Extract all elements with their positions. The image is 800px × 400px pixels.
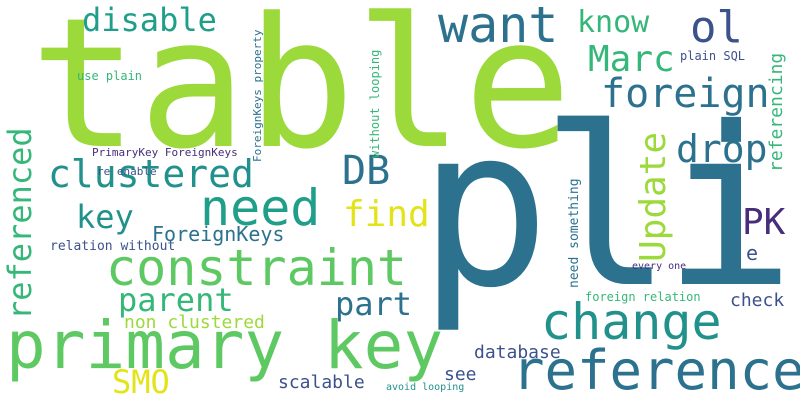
word-change: change [541, 293, 722, 351]
word-use-plain: use plain [77, 69, 143, 83]
word-every-one: every one [632, 261, 687, 272]
word-relation-without: relation without [50, 239, 176, 254]
word-foreignkeys: ForeignKeys [152, 222, 285, 246]
word-want: want [438, 0, 559, 54]
word-table: table [30, 0, 572, 189]
word-know: know [577, 5, 650, 40]
word-smo: SMO [112, 363, 170, 400]
word-check: check [730, 290, 785, 311]
word-pli: pli [418, 80, 795, 336]
word-e: e [746, 241, 759, 265]
word-avoid-looping: avoid looping [386, 382, 465, 393]
word-db: DB [342, 148, 391, 194]
word-non-clustered: non clustered [124, 312, 265, 333]
word-parent: parent [118, 281, 234, 319]
word-re-enable: re enable [97, 165, 157, 178]
word-need: need [200, 179, 321, 237]
word-referencing: referencing [766, 52, 787, 172]
word-pk: PK [742, 202, 786, 243]
word-ol: ol [690, 2, 743, 53]
word-foreign-relation: foreign relation [585, 290, 701, 304]
word-foreignkeys-property: ForeignKeys property [251, 29, 264, 162]
word-find: find [343, 194, 430, 235]
word-constraint: constraint [106, 239, 408, 297]
word-foreign: foreign [601, 71, 770, 117]
word-key: key [76, 198, 134, 236]
word-reference: reference [512, 339, 800, 400]
word-plain-sql: plain SQL [680, 49, 746, 63]
word-primarykey-foreignkeys: PrimaryKey ForeignKeys [92, 146, 238, 159]
word-referenced: referenced [1, 127, 39, 320]
word-database: database [474, 342, 561, 363]
word-drop: drop [676, 127, 768, 171]
word-scalable: scalable [278, 372, 365, 393]
word-part: part [335, 285, 413, 323]
word-clustered: clustered [48, 152, 254, 196]
word-update: Update [633, 131, 674, 262]
word-marc: Marc [588, 39, 675, 80]
word-without-looping: without looping [368, 49, 382, 158]
word-primary-key: primary key [6, 307, 444, 384]
word-disable: disable [82, 1, 217, 39]
word-see: see [444, 364, 477, 385]
word-need-something: need something [567, 178, 582, 288]
